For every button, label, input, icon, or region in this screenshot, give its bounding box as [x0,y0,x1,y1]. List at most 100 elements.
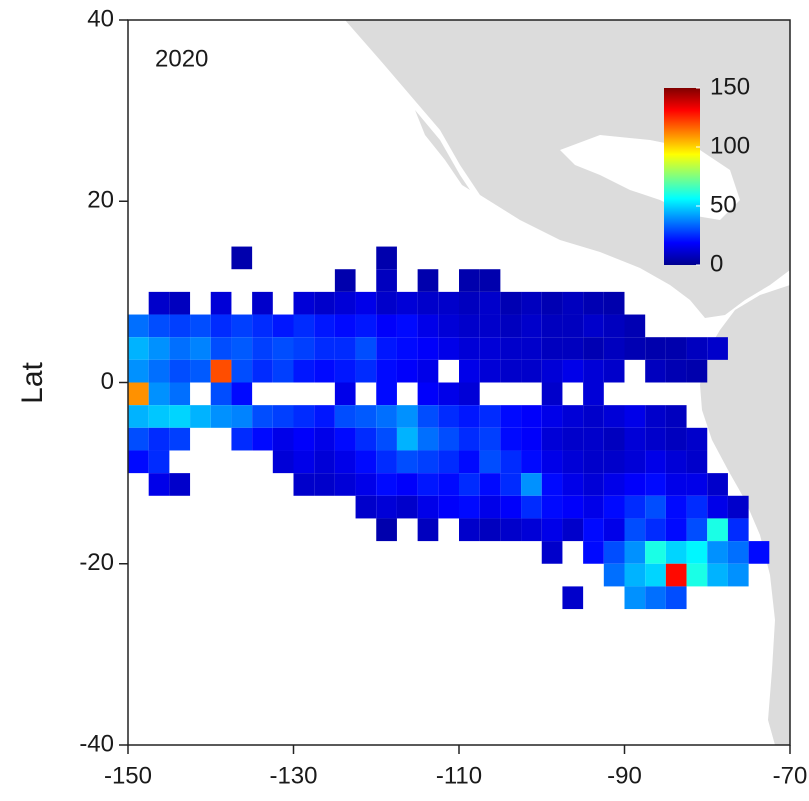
heat-cell [459,382,480,406]
heat-cell [314,473,335,496]
heat-cell [293,450,315,474]
heat-cell [645,450,666,474]
heat-cell [583,291,604,315]
heat-cell [272,337,294,360]
heat-cell [603,291,625,315]
heat-cell [376,450,397,474]
heat-cell [417,405,439,428]
heat-cell [624,473,646,496]
heat-cell [396,359,418,383]
heat-cell [252,291,273,315]
heat-cell [603,450,625,474]
heat-cell [541,337,563,360]
heat-cell [707,337,728,360]
heat-cell [583,405,604,428]
heat-cell [583,518,604,542]
heat-cell [583,541,604,564]
heat-cell [459,359,480,383]
heat-cell [231,405,253,428]
heat-cell [583,359,604,383]
heat-cell [334,405,356,428]
heat-cell [624,541,646,564]
heat-cell [396,495,418,519]
heat-cell [128,450,149,474]
heat-cell [665,450,687,474]
heat-cell [645,427,666,451]
heat-cell [686,518,708,542]
heat-cell [417,314,439,338]
heat-cell [148,337,170,360]
heat-cell [727,563,749,587]
heat-cell [479,450,501,474]
heat-cell [521,291,542,315]
heat-cell [562,450,584,474]
heat-cell [665,405,687,428]
heat-cell [438,427,459,451]
heat-cell [438,495,459,519]
heat-cell [293,337,315,360]
heat-cell [252,427,273,451]
heat-cell [376,246,397,270]
heat-cell [355,473,377,496]
heat-cell [376,427,397,451]
heat-cell [459,473,480,496]
heat-cell [603,518,625,542]
heat-cell [645,337,666,360]
heat-cell [479,518,501,542]
heat-cell [376,291,397,315]
heat-cell [727,495,749,519]
heat-cell [314,427,335,451]
heat-cell [417,269,439,292]
heat-cell [500,495,522,519]
heat-cell [603,314,625,338]
heat-cell [148,427,170,451]
heat-cell [707,495,728,519]
heat-cell [459,337,480,360]
y-tick-label: 40 [87,5,114,32]
heat-cell [686,450,708,474]
heat-cell [293,359,315,383]
heat-cell [707,518,728,542]
heat-cell [479,359,501,383]
heat-cell [645,586,666,610]
heat-cell [231,337,253,360]
heat-cell [541,541,563,564]
heat-cell [252,337,273,360]
heat-cell [541,473,563,496]
heat-cell [459,427,480,451]
heat-cell [500,518,522,542]
heat-cell [500,291,522,315]
heat-cell [500,405,522,428]
heat-cell [169,314,191,338]
heat-cell [252,314,273,338]
y-axis-label: Lat [16,361,49,403]
heat-cell [376,337,397,360]
heat-cell [272,427,294,451]
heat-cell [479,291,501,315]
heat-cell [210,405,232,428]
heat-cell [479,473,501,496]
heat-cell [645,563,666,587]
heat-cell [128,405,149,428]
heat-cell [334,291,356,315]
heat-cell [376,473,397,496]
heat-cell [624,427,646,451]
heat-cell [148,450,170,474]
heat-cell [521,405,542,428]
heat-cell [645,473,666,496]
heat-cell [438,405,459,428]
heat-cell [541,314,563,338]
heat-cell [459,495,480,519]
heat-cell [314,291,335,315]
heat-cell [252,359,273,383]
heat-cell [624,563,646,587]
heat-cell [396,405,418,428]
heat-cell [624,586,646,610]
heat-cell [210,359,232,383]
heat-cell [252,405,273,428]
heat-cell [665,563,687,587]
x-tick-label: -90 [607,762,642,789]
heat-cell [645,541,666,564]
x-tick-label: -70 [773,762,808,789]
